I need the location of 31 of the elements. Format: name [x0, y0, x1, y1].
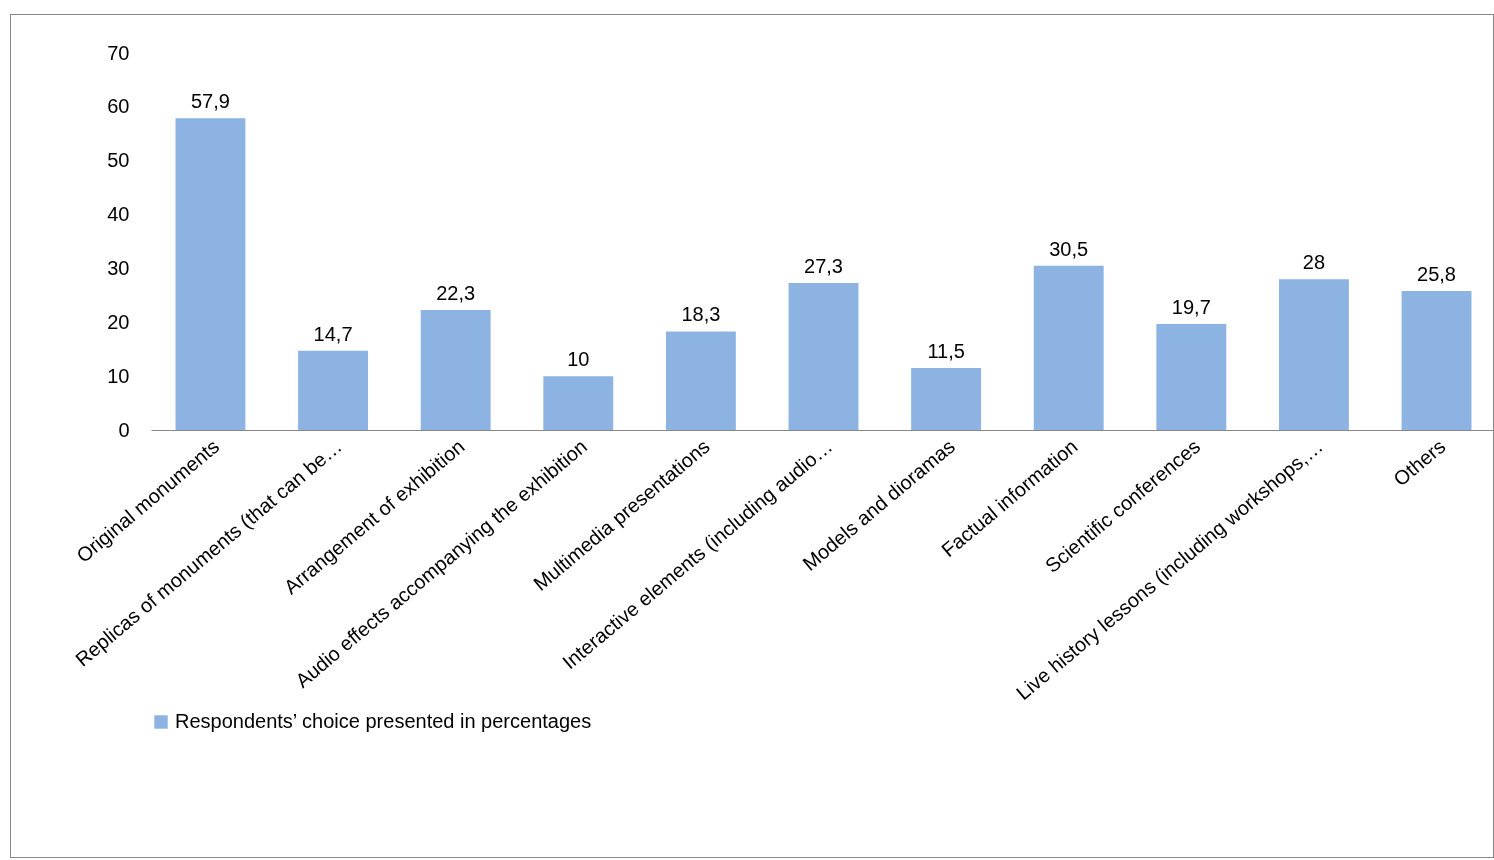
bar [1278, 279, 1349, 430]
bar [175, 118, 246, 430]
data-label: 10 [567, 348, 590, 371]
y-tick-label: 0 [118, 418, 130, 441]
data-label: 28 [1302, 251, 1326, 274]
bar [788, 282, 859, 430]
data-label: 11,5 [927, 340, 965, 363]
y-tick-label: 70 [107, 41, 130, 64]
bar [298, 350, 369, 430]
data-label: 27,3 [804, 254, 843, 277]
data-label: 30,5 [1049, 237, 1089, 260]
legend-label: Respondents’ choice presented in percentages [175, 710, 592, 732]
y-tick-label: 30 [107, 256, 130, 279]
bar [1033, 265, 1104, 430]
y-tick-label: 60 [107, 95, 130, 118]
data-label: 25,8 [1417, 263, 1456, 286]
data-label: 19,7 [1171, 295, 1211, 318]
bar [665, 331, 736, 430]
bar [420, 309, 491, 430]
data-label: 18,3 [681, 303, 721, 326]
data-label: 57,9 [191, 90, 230, 113]
data-label: 14,7 [313, 322, 353, 345]
y-tick-label: 20 [107, 310, 130, 333]
bar [911, 368, 982, 430]
bar [1156, 323, 1227, 430]
bar [543, 376, 614, 430]
bar [1401, 291, 1472, 430]
data-label: 22,3 [436, 281, 476, 304]
y-tick-label: 10 [107, 364, 130, 387]
y-tick-label: 50 [107, 149, 130, 172]
y-tick-label: 40 [107, 203, 130, 226]
